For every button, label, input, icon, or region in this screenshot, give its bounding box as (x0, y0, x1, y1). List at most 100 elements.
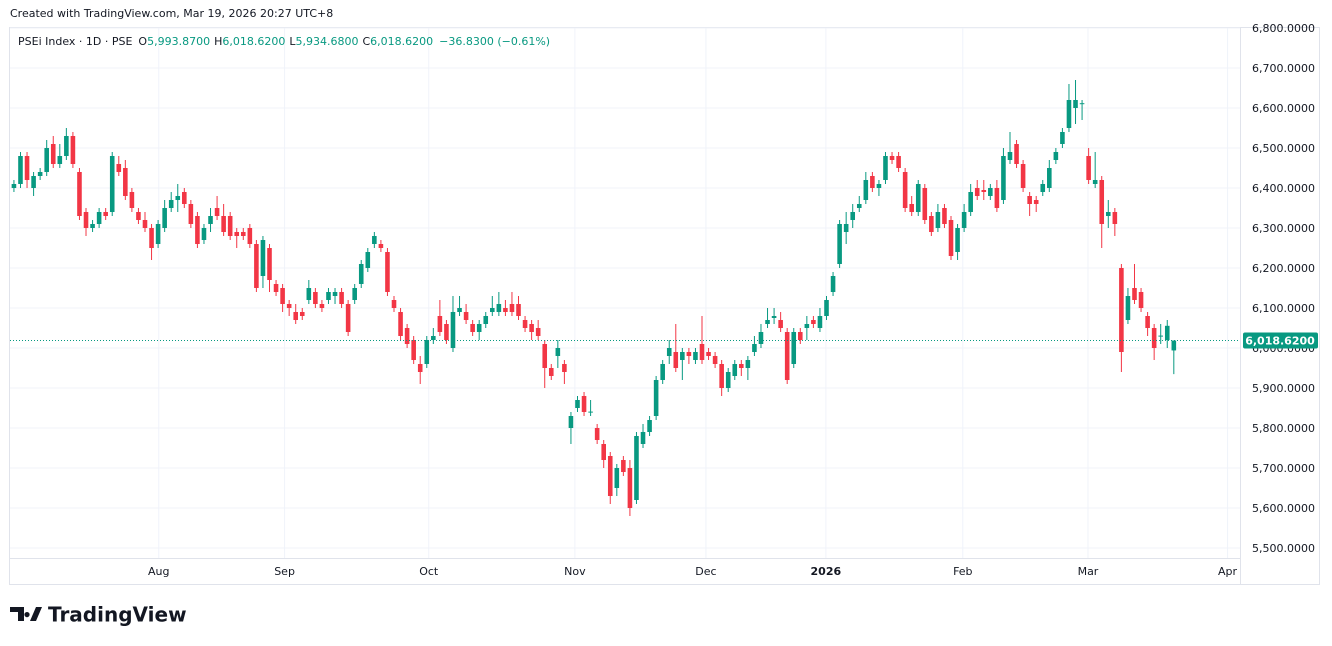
y-tick-label: 6,200.0000 (1252, 262, 1315, 275)
candle-body (660, 364, 665, 380)
candle-body (575, 400, 580, 408)
candle-body (955, 228, 960, 252)
candle-body (496, 304, 502, 312)
candle-body (581, 396, 587, 412)
candle-body (870, 176, 875, 188)
x-tick-label: Sep (274, 565, 295, 578)
candle-body (981, 190, 987, 192)
x-tick-label: Mar (1078, 565, 1099, 578)
candle-body (634, 436, 639, 500)
candle-body (214, 208, 220, 216)
candle-body (732, 364, 738, 376)
candle-body (614, 468, 620, 488)
candle-body (850, 212, 856, 220)
candle-body (1112, 212, 1118, 224)
candle-body (37, 172, 43, 176)
candle-body (837, 224, 842, 264)
grid (10, 27, 1240, 558)
candle-body (96, 212, 102, 224)
legend-change: −36.8300 (−0.61%) (439, 35, 550, 48)
created-note: Created with TradingView.com, Mar 19, 20… (10, 7, 333, 20)
candle-body (1151, 328, 1157, 348)
candle-body (490, 308, 495, 312)
x-tick-label: Aug (148, 565, 169, 578)
candle-body (483, 316, 489, 324)
y-tick-label: 5,500.0000 (1252, 542, 1315, 555)
candle-body (90, 224, 95, 228)
candle-body (548, 368, 554, 376)
candle-body (404, 328, 410, 344)
candle-body (804, 324, 810, 328)
candle-body (1158, 335, 1164, 337)
candle-body (306, 288, 312, 300)
candle-body (686, 352, 692, 356)
candle-body (647, 420, 652, 432)
candle-body (123, 168, 128, 196)
candle-body (339, 292, 344, 304)
last-price-label: 6,018.6200 (1245, 335, 1315, 348)
candle-body (457, 308, 462, 312)
candle-body (752, 344, 757, 352)
candle-body (830, 276, 836, 292)
candle-body (588, 411, 593, 413)
legend-value: 5,934.6800 (295, 35, 358, 48)
x-tick-label: Dec (695, 565, 716, 578)
candle-body (1014, 144, 1019, 164)
candle-body (411, 340, 416, 360)
candle-body (1164, 325, 1170, 340)
candle-body (129, 192, 135, 208)
y-tick-label: 6,500.0000 (1252, 142, 1315, 155)
candle-body (175, 196, 181, 200)
candle-body (739, 364, 744, 368)
candle-body (431, 336, 436, 340)
y-tick-label: 5,900.0000 (1252, 382, 1315, 395)
brand-logo: TradingView (10, 603, 187, 627)
candle-body (391, 300, 397, 308)
candle-body (378, 244, 384, 248)
candle-body (1001, 156, 1006, 200)
candle-body (313, 292, 318, 304)
candle-body (909, 204, 914, 212)
legend-key: O (138, 35, 147, 48)
candle-body (765, 320, 770, 324)
candle-body (516, 304, 521, 316)
candle-body (680, 352, 685, 360)
candle-body (188, 204, 194, 224)
candle-body (693, 352, 698, 360)
candle-body (1099, 180, 1105, 224)
candle-body (168, 200, 174, 208)
candle-body (286, 304, 292, 308)
candle-body (136, 212, 141, 220)
candle-body (935, 212, 941, 228)
candle-body (319, 304, 325, 308)
candle-body (621, 460, 626, 472)
candle-body (653, 380, 659, 416)
candle-body (1145, 316, 1150, 328)
candle-body (811, 320, 816, 324)
candle-body (201, 228, 207, 240)
candle-body (1020, 164, 1026, 188)
candle-body (889, 156, 895, 160)
legend: PSEi Index · 1D · PSE O5,993.8700 H6,018.6… (18, 35, 550, 48)
candle-body (712, 356, 718, 364)
candle-body (929, 216, 934, 232)
candle-body (942, 208, 947, 224)
logo-icon (10, 607, 42, 621)
candle-body (1047, 168, 1052, 188)
candle-body (797, 332, 803, 340)
candle-body (437, 316, 443, 332)
candle-body (1125, 296, 1131, 320)
candle-body (240, 232, 246, 236)
candle-body (273, 284, 279, 292)
legend-key: C (362, 35, 370, 48)
candle-body (1079, 103, 1085, 105)
candle-body (234, 232, 240, 236)
candle-body (745, 360, 751, 368)
candle-body (778, 320, 783, 328)
y-tick-label: 6,400.0000 (1252, 182, 1315, 195)
candle-body (876, 184, 882, 188)
candle-body (1138, 292, 1144, 308)
candle-body (208, 216, 213, 224)
candle-body (1092, 180, 1098, 184)
candle-body (1086, 156, 1091, 180)
